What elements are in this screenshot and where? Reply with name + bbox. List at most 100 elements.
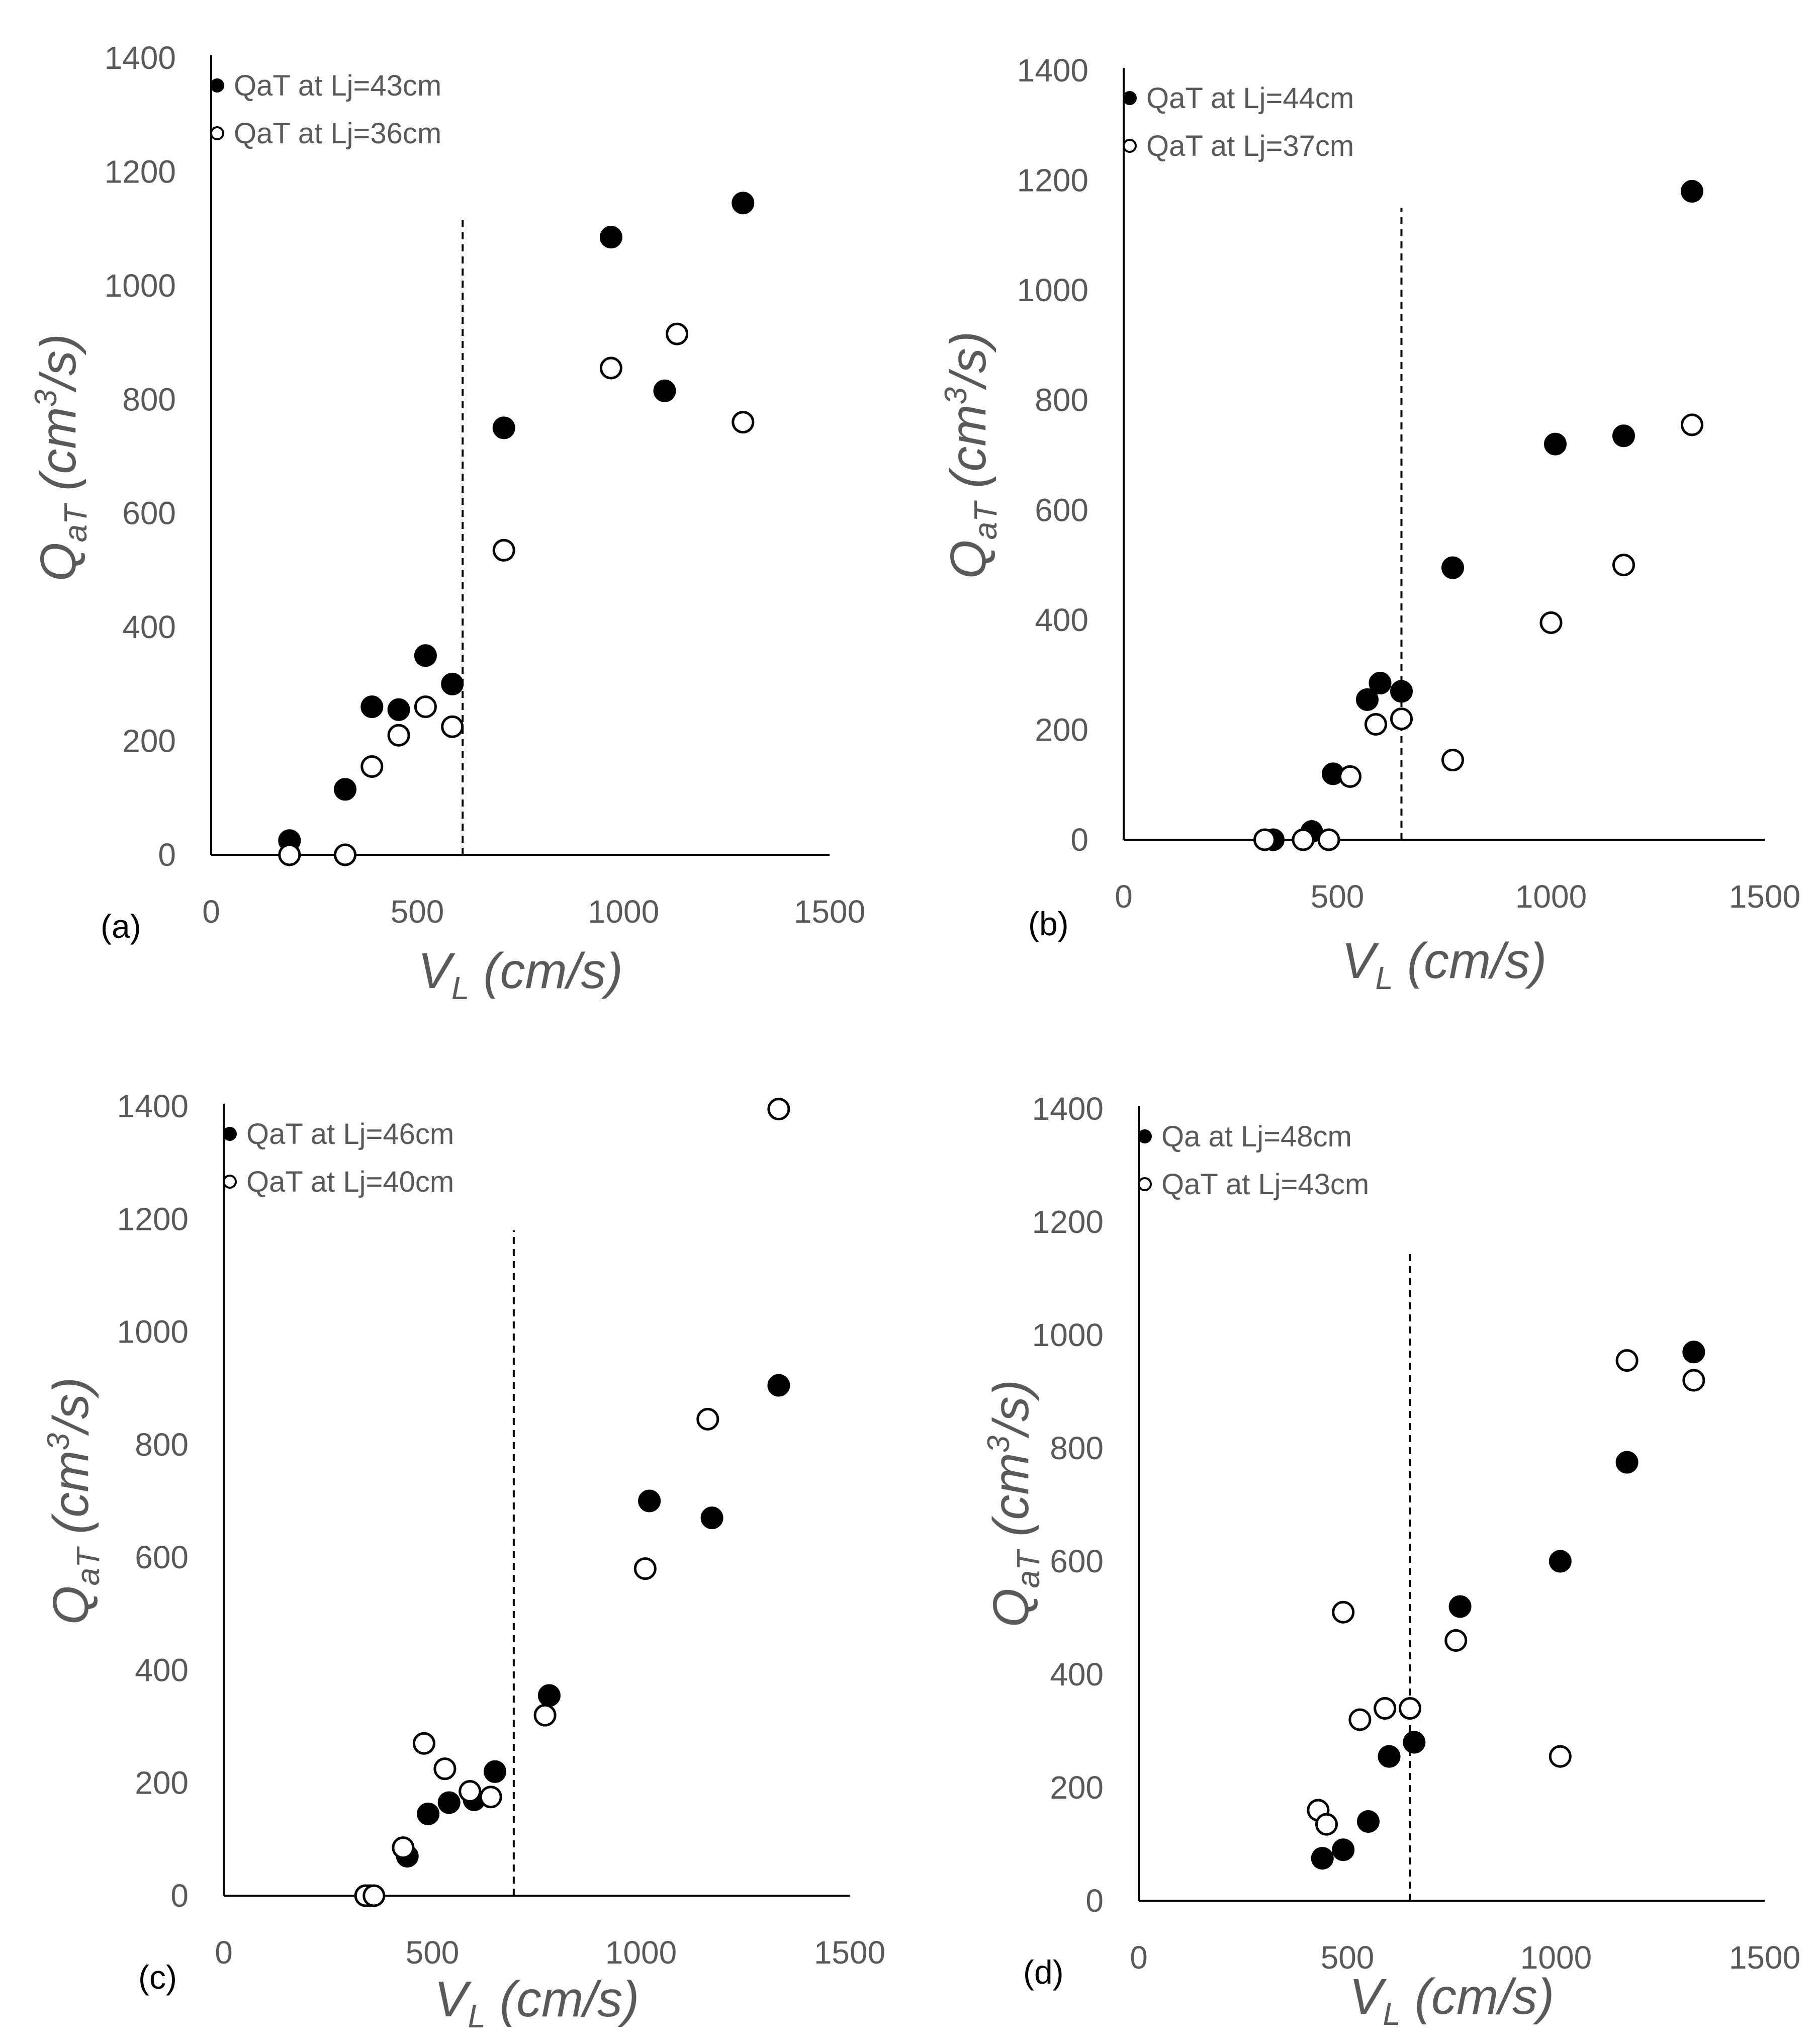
panel-a-label: (a) — [101, 908, 141, 945]
panel-c-filled-point — [638, 1489, 661, 1513]
panel-c-legend-marker — [223, 1175, 237, 1189]
panel-d: 0 200 400 600 800 1000 1200 1400 0 500 1000 1500 Qa … — [981, 1091, 1800, 2032]
panel-c-x-tick-label: 1500 — [814, 1934, 885, 1971]
panel-c-legend-marker — [223, 1127, 237, 1141]
panel-d-filled-point — [1357, 1810, 1380, 1833]
panel-d-label: (d) — [1023, 1953, 1064, 1991]
panel-c-y-tick-label: 600 — [135, 1539, 189, 1575]
panel-b-y-tick-label: 1200 — [1017, 162, 1088, 199]
panel-c-x-tick-label: 500 — [406, 1934, 460, 1971]
panel-d-filled-point — [1682, 1341, 1705, 1364]
panel-c-y-tick-label: 400 — [135, 1652, 189, 1688]
panel-a-y-tick-label: 400 — [122, 609, 176, 645]
panel-d-x-tick-label: 1500 — [1729, 1939, 1800, 1976]
panel-b-open-point — [1681, 413, 1703, 436]
panel-a-open-point — [732, 411, 755, 434]
panel-a-y-tick-label: 1000 — [105, 268, 176, 304]
panel-d-open-point — [1332, 1601, 1355, 1624]
panel-a-legend-label: QaT at Lj=36cm — [234, 117, 441, 150]
panel-d-legend-marker — [1138, 1129, 1152, 1143]
panel-a-filled-point — [387, 698, 410, 721]
panel-a-x-tick-label: 0 — [202, 894, 220, 930]
panel-c-x-tick-label: 0 — [215, 1934, 233, 1971]
panel-b-x-tick-label: 0 — [1115, 878, 1133, 915]
panel-d-filled-point — [1311, 1847, 1334, 1870]
panel-c-open-point — [767, 1098, 790, 1121]
panel-d-open-point — [1348, 1708, 1372, 1731]
panel-d-filled-point — [1378, 1745, 1401, 1768]
panel-b-open-point — [1253, 828, 1276, 851]
panel-a-open-point — [278, 843, 301, 866]
panel-a-filled-point — [492, 416, 515, 439]
panel-c-legend-label: QaT at Lj=40cm — [246, 1166, 454, 1198]
panel-d-x-tick-label: 1000 — [1520, 1939, 1592, 1976]
panel-b-open-point — [1612, 554, 1635, 577]
panel-d-x-axis-title: VL (cm/s) — [1349, 1969, 1555, 2032]
panel-b-x-tick-label: 1500 — [1729, 878, 1800, 915]
panel-a-x-tick-label: 1000 — [588, 894, 659, 930]
panel-c-y-tick-label: 200 — [135, 1765, 189, 1801]
panel-b-filled-point — [1544, 432, 1567, 456]
panel-b: 0 200 400 600 800 1000 1200 1400 0 500 1000 1500 QaT… — [939, 52, 1800, 996]
panel-d-open-point — [1399, 1697, 1421, 1720]
panel-d-x-tick-label: 500 — [1321, 1939, 1375, 1976]
panel-d-legend-marker — [1138, 1177, 1152, 1191]
panel-d-open-point — [1315, 1813, 1338, 1836]
panel-b-open-point — [1364, 713, 1387, 736]
panel-a-legend-marker — [210, 126, 224, 140]
panel-a-legend-label: QaT at Lj=43cm — [234, 69, 441, 102]
panel-b-label: (b) — [1028, 905, 1069, 942]
panel-a-y-tick-label: 1400 — [105, 40, 176, 76]
panel-b-y-tick-label: 0 — [1070, 822, 1088, 858]
panel-d-y-tick-label: 800 — [1050, 1430, 1104, 1466]
panel-a-filled-point — [334, 778, 356, 801]
panel-a-y-tick-label: 600 — [122, 495, 176, 531]
panel-b-filled-point — [1441, 556, 1464, 579]
panel-d-legend-label: QaT at Lj=43cm — [1161, 1168, 1369, 1201]
panel-b-y-tick-label: 1000 — [1017, 272, 1088, 308]
panel-d-open-point — [1549, 1745, 1572, 1768]
panel-d-y-tick-label: 400 — [1050, 1656, 1104, 1693]
panel-c-open-point — [479, 1786, 502, 1809]
panel-d-y-axis-title: QaT (cm3/s) — [981, 1380, 1046, 1627]
panel-b-open-point — [1390, 707, 1413, 731]
panel-b-open-point — [1339, 765, 1361, 788]
panel-a-y-axis-title: QaT (cm3/s) — [29, 334, 94, 581]
panel-b-x-tick-label: 500 — [1311, 878, 1364, 915]
panel-a-legend-marker — [210, 78, 224, 93]
panel-a-x-axis-title: VL (cm/s) — [418, 943, 623, 1006]
panel-d-open-point — [1682, 1369, 1705, 1392]
panel-a-y-tick-label: 800 — [122, 381, 176, 417]
panel-a-open-point — [599, 357, 622, 380]
panel-c-open-point — [533, 1704, 557, 1727]
panel-d-y-tick-label: 0 — [1085, 1883, 1104, 1919]
panel-c-x-tick-label: 1000 — [605, 1934, 677, 1971]
panel-b-y-axis-title: QaT (cm3/s) — [939, 331, 1004, 579]
panel-a-y-tick-label: 1200 — [105, 153, 176, 190]
panel-a-filled-point — [653, 379, 676, 402]
panel-a-y-tick-label: 0 — [158, 837, 176, 873]
panel-d-y-tick-label: 200 — [1050, 1769, 1104, 1806]
panel-c-legend-label: QaT at Lj=46cm — [246, 1118, 454, 1150]
panel-d-open-point — [1615, 1349, 1639, 1372]
panel-d-y-tick-label: 600 — [1050, 1543, 1104, 1579]
panel-a-open-point — [360, 755, 384, 778]
panel-b-y-tick-label: 400 — [1035, 602, 1088, 638]
panel-a-open-point — [414, 695, 437, 719]
panel-d-filled-point — [1403, 1731, 1426, 1754]
panel-a-x-tick-label: 1500 — [794, 894, 865, 930]
panel-c-filled-point — [417, 1802, 440, 1825]
panel-a-open-point — [666, 322, 689, 345]
panel-c-filled-point — [537, 1684, 561, 1707]
panel-b-filled-point — [1612, 424, 1635, 448]
panel-c-open-point — [433, 1757, 457, 1781]
panel-b-open-point — [1292, 828, 1315, 851]
panel-d-y-tick-label: 1400 — [1032, 1091, 1104, 1127]
panel-a-filled-point — [414, 644, 437, 667]
panel-c-y-tick-label: 1400 — [117, 1088, 189, 1124]
panel-b-legend-label: QaT at Lj=44cm — [1146, 82, 1354, 115]
panel-c-open-point — [633, 1557, 657, 1580]
panel-a-filled-point — [360, 695, 384, 719]
panel-b-y-tick-label: 1400 — [1017, 52, 1088, 88]
panel-a-filled-point — [441, 672, 464, 695]
